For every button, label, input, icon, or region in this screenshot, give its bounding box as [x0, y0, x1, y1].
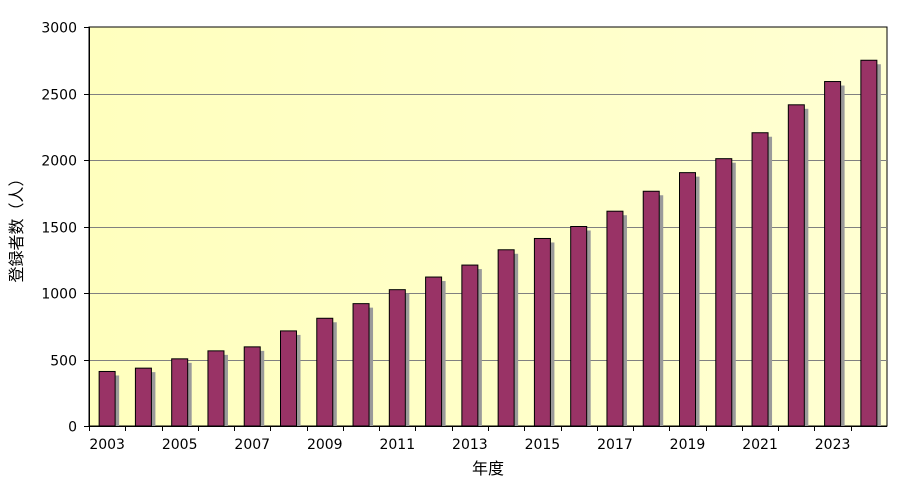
y-tick-label: 500 — [50, 354, 77, 370]
bar-2009 — [316, 317, 334, 427]
x-tick-label: 2023 — [815, 437, 851, 453]
bar-2008 — [280, 330, 297, 427]
y-tick-label: 0 — [68, 420, 77, 436]
bar-2004 — [134, 367, 152, 427]
bar-2012 — [425, 276, 443, 427]
bar-2018 — [642, 190, 660, 427]
bar-2013 — [461, 264, 479, 427]
bar-2011 — [388, 289, 406, 427]
bar-2006 — [207, 350, 225, 427]
bar-2014 — [497, 249, 515, 427]
axes — [84, 27, 887, 431]
x-axis-title: 年度 — [472, 459, 504, 478]
bar-2016 — [570, 226, 588, 427]
x-tick-label: 2013 — [452, 437, 488, 453]
x-tick-label: 2003 — [89, 437, 125, 453]
bar-2003 — [98, 370, 116, 427]
y-tick-label: 1500 — [41, 221, 77, 237]
x-tick-labels: 2003 2005 2007 2009 2011 2013 2015 2017 2019 2021… — [89, 437, 850, 453]
bar-2019 — [679, 172, 696, 427]
y-tick-label: 1000 — [41, 287, 77, 303]
x-tick-label: 2015 — [525, 437, 561, 453]
y-axis-title: 登録者数（人） — [7, 170, 26, 282]
bar-2017 — [606, 210, 624, 427]
x-tick-label: 2021 — [742, 437, 778, 453]
y-tick-labels: 0 500 1000 1500 2000 2500 3000 — [41, 21, 77, 436]
bar-2021 — [751, 132, 769, 427]
bar-2010 — [352, 303, 370, 427]
y-tick-label: 2500 — [41, 88, 77, 104]
y-tick-label: 2000 — [41, 154, 77, 170]
bars — [98, 59, 881, 427]
x-tick-label: 2009 — [307, 437, 343, 453]
bar-2005 — [171, 358, 189, 427]
x-tick-label: 2007 — [234, 437, 270, 453]
x-tick-label: 2017 — [597, 437, 633, 453]
x-tick-label: 2011 — [379, 437, 415, 453]
bar-2007 — [243, 346, 261, 427]
bar-2015 — [533, 237, 551, 427]
y-tick-label: 3000 — [41, 21, 77, 37]
bar-2020 — [715, 158, 733, 427]
bar-2022 — [787, 104, 805, 427]
bar-2023 — [824, 81, 842, 427]
x-tick-label: 2019 — [670, 437, 706, 453]
x-tick-label: 2005 — [162, 437, 198, 453]
bar-2024 — [860, 59, 878, 427]
